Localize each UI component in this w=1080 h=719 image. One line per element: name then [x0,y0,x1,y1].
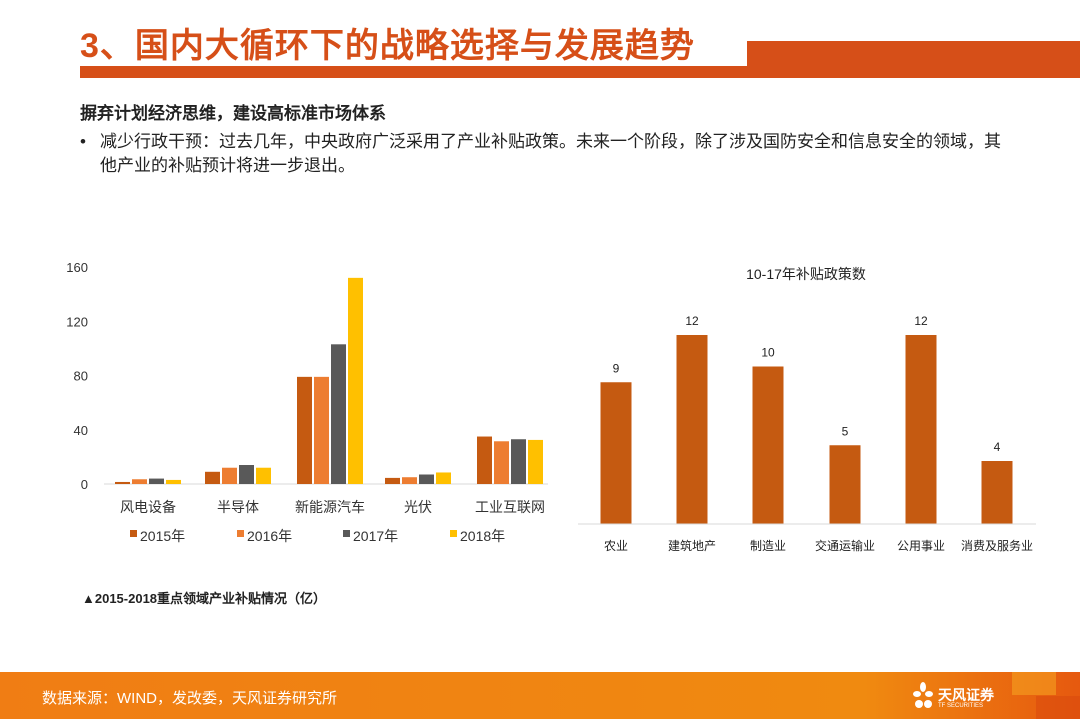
company-logo: 天风证券 TF SECURITIES [912,681,994,713]
x-tick-label: 新能源汽车 [295,499,365,515]
section-subtitle: 摒弃计划经济思维，建设高标准市场体系 [80,104,386,123]
legend-swatch [450,530,457,537]
footer-tile [1036,696,1080,719]
y-tick-label: 40 [74,423,88,438]
legend-label: 2018年 [460,528,505,544]
bar-2016年 [314,376,329,484]
bar-2015年 [297,376,312,484]
chart-caption: ▲2015-2018重点领域产业补贴情况（亿） [82,591,327,606]
x-tick-label: 消费及服务业 [961,538,1033,553]
x-tick-label: 风电设备 [120,499,176,515]
legend-swatch [237,530,244,537]
footer-tile [1012,672,1056,695]
bar-2015年 [385,477,400,484]
data-label: 12 [685,314,699,328]
flower-logo-icon [913,682,933,708]
bar-2016年 [402,477,417,484]
bar-2015年 [477,436,492,484]
legend-swatch [130,530,137,537]
bar-2016年 [132,479,147,484]
bar-2017年 [149,478,164,484]
header-accent-block [747,41,1080,67]
x-tick-label: 半导体 [217,499,259,515]
bar-2015年 [205,471,220,484]
x-tick-label: 公用事业 [897,539,945,553]
bar [905,335,937,524]
x-tick-label: 光伏 [404,499,432,515]
y-tick-label: 120 [66,314,88,329]
logo-name: 天风证券 [938,687,994,703]
x-tick-label: 农业 [604,539,628,553]
bullet-text: • 减少行政干预：过去几年，中央政府广泛采用了产业补贴政策。未来一个阶段，除了涉及… [80,130,1010,178]
bullet-marker: • [80,132,86,151]
legend-label: 2016年 [247,528,292,544]
page-title: 3、国内大循环下的战略选择与发展趋势 [80,27,695,65]
bar-2018年 [166,479,181,484]
data-label: 10 [761,346,775,360]
bar [600,382,632,524]
bar-2018年 [256,467,271,484]
data-label: 4 [994,440,1001,454]
bar [981,461,1013,524]
x-tick-label: 制造业 [750,539,786,553]
logo-name-en: TF SECURITIES [938,703,984,709]
header-accent-line [80,66,1080,78]
y-tick-label: 80 [74,369,88,384]
legend-swatch [343,530,350,537]
bar-2018年 [436,472,451,484]
chart-title: 10-17年补贴政策数 [746,266,866,282]
bar [752,366,784,524]
x-tick-label: 交通运输业 [815,538,875,553]
y-tick-label: 160 [66,260,88,275]
bar-2016年 [222,467,237,484]
bar-2018年 [528,439,543,484]
legend-label: 2015年 [140,528,185,544]
bar-2017年 [419,474,434,484]
x-tick-label: 工业互联网 [475,499,545,515]
bar-2015年 [115,481,130,484]
x-tick-label: 建筑地产 [668,538,716,553]
bar-2017年 [511,439,526,484]
bar [829,445,861,524]
y-tick-label: 0 [81,477,88,492]
bar [676,335,708,524]
data-label: 9 [613,361,620,375]
bar-2018年 [348,277,363,484]
bar-2016年 [494,441,509,484]
data-source: 数据来源：WIND，发改委，天风证券研究所 [42,690,337,707]
footer-band: 数据来源：WIND，发改委，天风证券研究所 [0,672,1080,719]
bar-2017年 [239,465,254,484]
legend-label: 2017年 [353,528,398,544]
bullet-body: 减少行政干预：过去几年，中央政府广泛采用了产业补贴政策。未来一个阶段，除了涉及国… [100,132,1001,175]
data-label: 12 [914,314,928,328]
bar-2017年 [331,344,346,484]
data-label: 5 [842,424,849,438]
